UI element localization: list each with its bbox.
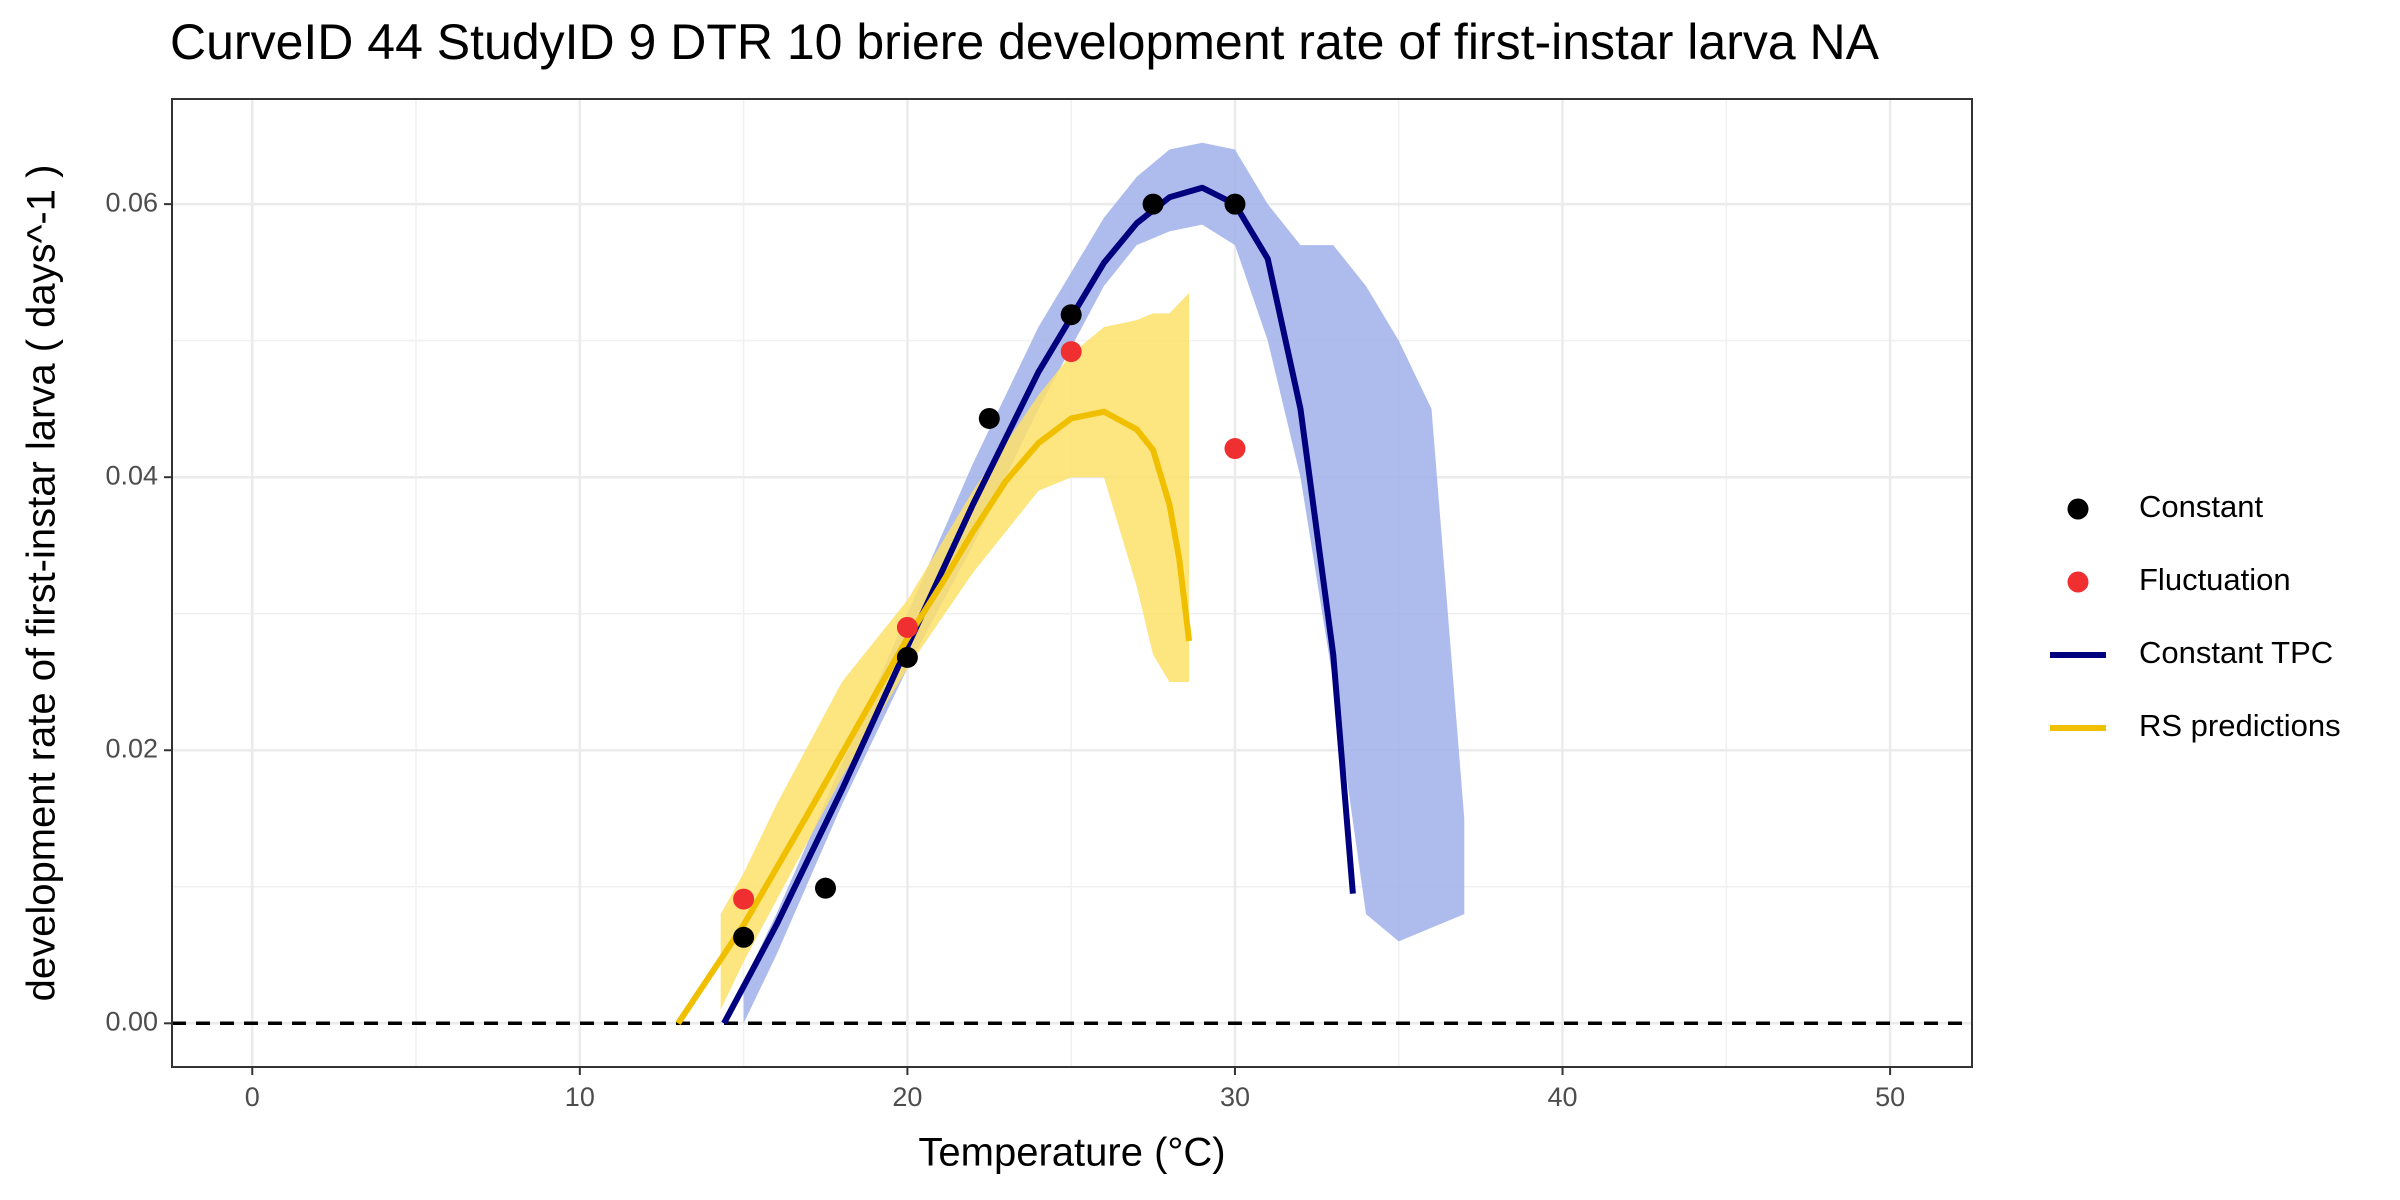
legend-label: Fluctuation — [2139, 562, 2291, 597]
point — [1060, 304, 1082, 326]
point — [733, 926, 755, 948]
x-tick-label: 40 — [1548, 1082, 1578, 1112]
x-tick-label: 0 — [245, 1082, 260, 1112]
point — [1060, 341, 1082, 363]
confidence-band — [743, 142, 1465, 1024]
legend-key — [2067, 498, 2089, 520]
point — [1142, 193, 1164, 215]
y-tick-label: 0.02 — [105, 733, 158, 763]
x-tick-label: 10 — [565, 1082, 595, 1112]
y-tick-label: 0.00 — [105, 1006, 158, 1036]
curve — [721, 184, 1356, 1025]
legend-label: RS predictions — [2139, 708, 2341, 743]
x-tick-label: 20 — [892, 1082, 922, 1112]
point — [1224, 193, 1246, 215]
point — [815, 877, 837, 899]
plot-border — [171, 98, 1973, 1068]
point — [1224, 438, 1246, 460]
point — [896, 616, 918, 638]
x-axis-title: Temperature (°C) — [918, 1131, 1225, 1175]
y-axis-title: development rate of first-instar larva (… — [20, 165, 64, 1002]
legend-key — [2067, 571, 2089, 593]
legend-label: Constant TPC — [2139, 635, 2333, 670]
plot-background — [172, 99, 1972, 1067]
chart-title: CurveID 44 StudyID 9 DTR 10 briere devel… — [170, 14, 1880, 70]
confidence-band — [720, 292, 1190, 1010]
point — [896, 646, 918, 668]
x-tick-label: 50 — [1875, 1082, 1905, 1112]
y-tick-label: 0.04 — [105, 460, 158, 490]
y-tick-label: 0.06 — [105, 187, 158, 217]
curve — [675, 408, 1193, 1025]
point — [733, 888, 755, 910]
x-tick-label: 30 — [1220, 1082, 1250, 1112]
point — [978, 407, 1000, 429]
legend-label: Constant — [2139, 489, 2263, 524]
